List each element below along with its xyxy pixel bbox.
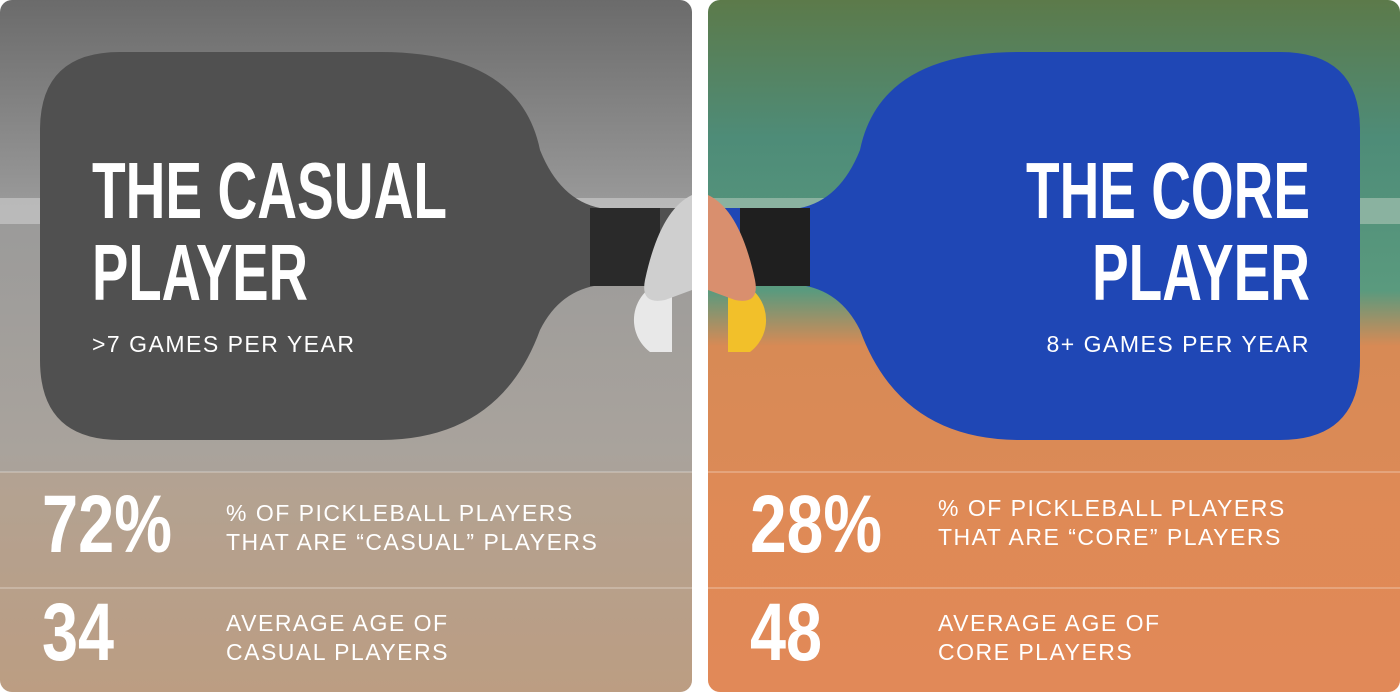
stat-figure: 28% xyxy=(750,479,882,570)
stat-label: AVERAGE AGE OF xyxy=(226,610,449,636)
stat-label: CORE PLAYERS xyxy=(938,639,1133,665)
core-card: THE CORE PLAYER 8+ GAMES PER YEAR 28% % … xyxy=(708,0,1400,692)
stat-label: THAT ARE “CASUAL” PLAYERS xyxy=(226,529,598,555)
stat-label: % OF PICKLEBALL PLAYERS xyxy=(938,495,1286,521)
stat-figure: 48 xyxy=(750,587,822,678)
card-title: THE CORE xyxy=(1026,146,1310,235)
card-subtitle: 8+ GAMES PER YEAR xyxy=(1047,331,1310,357)
casual-card: THE CASUAL PLAYER >7 GAMES PER YEAR 72% … xyxy=(0,0,692,692)
stat-label: THAT ARE “CORE” PLAYERS xyxy=(938,524,1282,550)
stat-label: AVERAGE AGE OF xyxy=(938,610,1161,636)
card-subtitle: >7 GAMES PER YEAR xyxy=(92,331,355,357)
stat-figure: 34 xyxy=(42,587,114,678)
stat-label: % OF PICKLEBALL PLAYERS xyxy=(226,500,574,526)
card-title: PLAYER xyxy=(92,228,308,317)
card-title: PLAYER xyxy=(1092,228,1310,317)
stat-figure: 72% xyxy=(42,479,172,570)
card-title: THE CASUAL xyxy=(92,146,447,235)
stat-label: CASUAL PLAYERS xyxy=(226,639,449,665)
